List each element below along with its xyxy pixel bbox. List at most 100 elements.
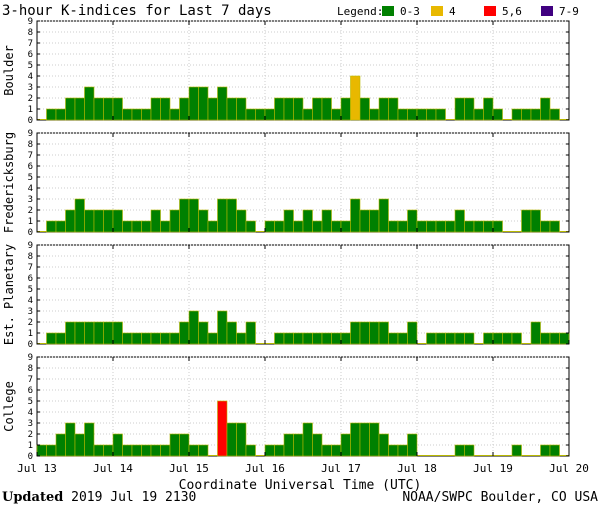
kp-bar [46,444,57,457]
y-tick-label: 0 [28,452,33,462]
legend-swatch-1 [431,6,443,16]
kp-bar [312,332,323,345]
kp-bar [511,108,522,121]
kp-bar [217,400,228,457]
kp-bar [84,422,95,457]
kp-bar [369,209,380,233]
kp-bar [74,97,85,121]
kp-bar [274,332,285,345]
kp-bar [464,220,475,233]
legend-label: Legend: [337,5,383,18]
kp-bar [407,321,418,345]
kp-bar [46,220,57,233]
y-tick-label: 5 [28,61,33,71]
y-tick-label: 2 [28,318,33,328]
kp-bar [65,422,76,457]
kp-bar [160,332,171,345]
kp-bar [245,108,256,121]
x-tick-label: Jul 13 [17,462,57,475]
kp-bar [388,444,399,457]
y-tick-label: 3 [28,195,33,205]
kp-bar [293,97,304,121]
x-tick-label: Jul 18 [397,462,437,475]
y-tick-label: 8 [28,252,33,262]
kp-bar [378,97,389,121]
kp-bar [388,220,399,233]
y-tick-label: 9 [28,17,33,27]
legend-swatch-2 [484,6,496,16]
kp-bar [397,332,408,345]
kp-bar [331,444,342,457]
x-tick-label: Jul 19 [473,462,513,475]
kp-bar [131,108,142,121]
kp-bar [416,108,427,121]
y-tick-label: 4 [28,408,33,418]
kp-bar [103,444,114,457]
kp-bar [84,86,95,121]
kp-bar [521,209,532,233]
kp-bar [549,220,560,233]
x-tick-label: Jul 16 [245,462,285,475]
kp-bar [397,108,408,121]
y-tick-label: 9 [28,241,33,251]
kp-bar [122,332,133,345]
kp-bar [188,86,199,121]
kp-bar [179,321,190,345]
kp-bar [112,321,123,345]
kp-bar [131,220,142,233]
kp-bar [226,321,237,345]
kp-bar [122,108,133,121]
kp-bar [302,332,313,345]
kp-bar [179,97,190,121]
kp-bar [331,108,342,121]
y-tick-label: 2 [28,94,33,104]
y-tick-label: 7 [28,263,33,273]
kp-bar [141,444,152,457]
kp-bar [65,209,76,233]
kp-bar [283,97,294,121]
kp-bar [350,422,361,457]
kp-bar [321,97,332,121]
x-tick-label: Jul 14 [93,462,133,475]
kp-bar [207,220,218,233]
kp-bar [397,220,408,233]
x-tick-label: Jul 15 [169,462,209,475]
kp-bar [55,433,66,457]
kp-bar [131,332,142,345]
y-tick-label: 5 [28,285,33,295]
kp-bar [74,321,85,345]
chart-title: 3-hour K-indices for Last 7 days [2,3,272,19]
kp-bar [302,209,313,233]
kp-bar [283,209,294,233]
legend-entry-3: 7-9 [559,5,579,18]
kp-bar [217,310,228,345]
kp-bar [198,321,209,345]
y-tick-label: 4 [28,296,33,306]
kp-bar [169,433,180,457]
legend-swatch-0 [382,6,394,16]
kp-bar [435,220,446,233]
y-tick-label: 6 [28,386,33,396]
kp-bar [74,198,85,233]
kp-bar [245,321,256,345]
kp-bar [103,97,114,121]
kp-bar [369,108,380,121]
y-tick-label: 4 [28,184,33,194]
kp-bar [483,332,494,345]
kp-bar [46,108,57,121]
kp-bar [549,444,560,457]
kp-bar [378,433,389,457]
kp-bar [359,209,370,233]
kp-bar [492,108,503,121]
kp-bar [321,209,332,233]
kp-bar [359,97,370,121]
kp-bar [236,332,247,345]
kp-bar [359,321,370,345]
kp-bar [321,332,332,345]
kp-bar [312,433,323,457]
kp-bar [388,332,399,345]
y-tick-label: 6 [28,274,33,284]
kp-bar [188,444,199,457]
y-tick-label: 0 [28,116,33,126]
y-tick-label: 3 [28,419,33,429]
